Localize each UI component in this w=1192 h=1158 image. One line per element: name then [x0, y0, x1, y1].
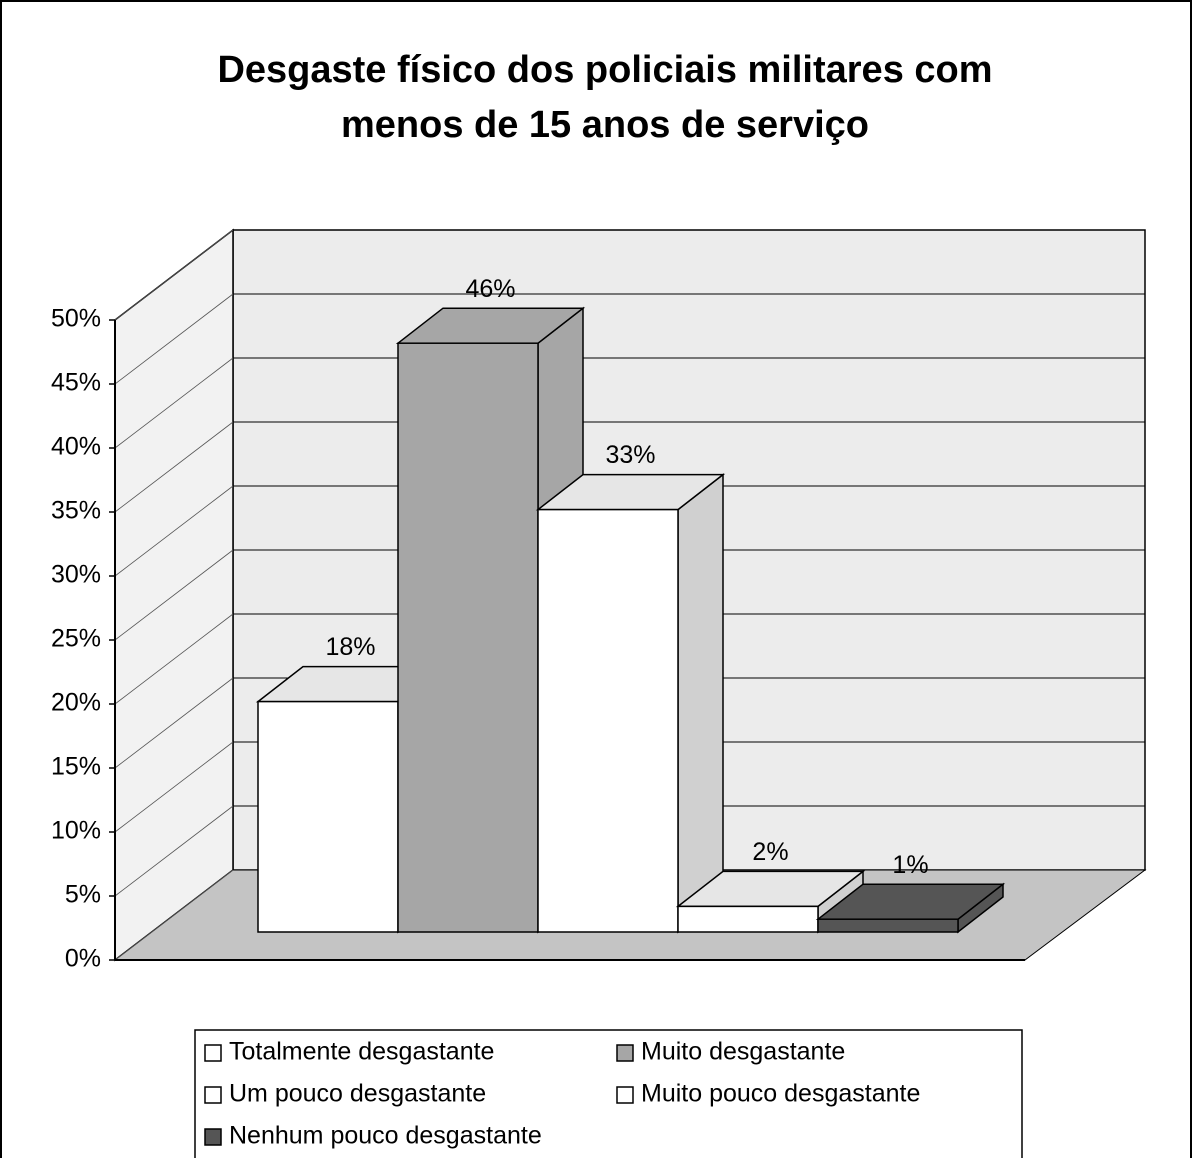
y-tick-label: 10%: [51, 817, 101, 845]
y-tick-label: 40%: [51, 433, 101, 461]
legend-label: Muito pouco desgastante: [641, 1080, 920, 1108]
y-tick-label: 50%: [51, 305, 101, 333]
y-tick-label: 20%: [51, 689, 101, 717]
legend: [194, 1029, 1023, 1158]
legend-swatch: [616, 1086, 634, 1104]
bar: [397, 342, 539, 933]
legend-swatch: [204, 1086, 222, 1104]
chart-title: menos de 15 anos de serviço: [341, 104, 869, 146]
data-label: 2%: [752, 838, 788, 866]
bar-side: [677, 473, 724, 934]
data-label: 1%: [892, 851, 928, 879]
legend-label: Muito desgastante: [641, 1038, 845, 1066]
bar: [817, 918, 959, 933]
side-grid-line: [114, 229, 234, 321]
bar: [537, 508, 679, 933]
side-grid-line: [114, 613, 234, 705]
legend-swatch: [204, 1128, 222, 1146]
y-tick-label: 35%: [51, 497, 101, 525]
side-grid-line: [114, 549, 234, 641]
side-grid-line: [114, 677, 234, 769]
side-grid-line: [114, 485, 234, 577]
y-tick-label: 30%: [51, 561, 101, 589]
data-label: 33%: [605, 441, 655, 469]
legend-swatch: [616, 1044, 634, 1062]
bar: [677, 905, 819, 933]
side-grid-line: [114, 357, 234, 449]
chart-title: Desgaste físico dos policiais militares …: [217, 49, 992, 91]
y-tick-label: 45%: [51, 369, 101, 397]
y-tick-label: 0%: [65, 945, 101, 973]
data-label: 18%: [325, 633, 375, 661]
data-label: 46%: [465, 275, 515, 303]
legend-swatch: [204, 1044, 222, 1062]
y-tick-label: 15%: [51, 753, 101, 781]
side-grid-line: [114, 741, 234, 833]
legend-label: Totalmente desgastante: [229, 1038, 494, 1066]
legend-label: Um pouco desgastante: [229, 1080, 486, 1108]
bar: [257, 700, 399, 933]
side-grid-line: [114, 805, 234, 897]
y-tick-label: 25%: [51, 625, 101, 653]
side-grid-line: [114, 293, 234, 385]
side-grid-line: [114, 869, 234, 961]
side-grid-line: [114, 421, 234, 513]
legend-label: Nenhum pouco desgastante: [229, 1122, 542, 1150]
y-tick-label: 5%: [65, 881, 101, 909]
